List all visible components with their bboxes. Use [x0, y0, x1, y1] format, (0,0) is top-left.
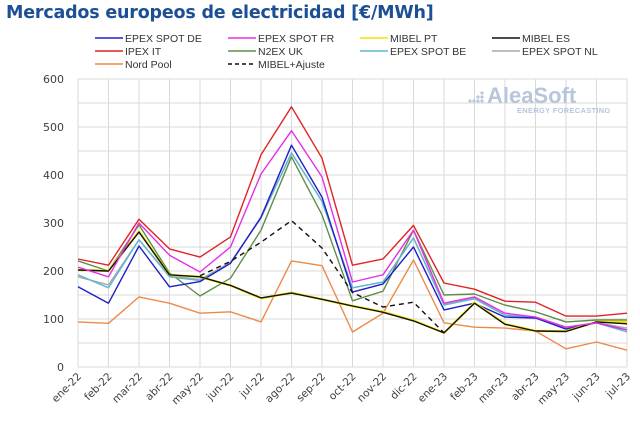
legend-label: EPEX SPOT NL — [522, 46, 598, 58]
logo-dots-icon — [468, 91, 484, 103]
x-tick-label: sep-22 — [294, 371, 328, 405]
legend-item-mibel-ajuste: MIBEL+Ajuste — [228, 59, 325, 71]
x-tick-label: mar-22 — [110, 371, 145, 406]
legend-item-ipex-it: IPEX IT — [95, 46, 162, 58]
grid — [77, 78, 628, 368]
legend-label: N2EX UK — [258, 46, 303, 58]
legend-label: MIBEL ES — [522, 33, 570, 45]
x-tick-label: may-23 — [535, 371, 572, 408]
logo-tagline: ENERGY FORECASTING — [517, 106, 611, 115]
x-tick-label: ene-23 — [416, 371, 450, 405]
series-line-mibel-ajuste — [199, 219, 445, 334]
legend-item-mibel-es: MIBEL ES — [492, 33, 570, 45]
x-tick-label: feb-23 — [448, 371, 481, 404]
legend-item-n2ex-uk: N2EX UK — [228, 46, 303, 58]
y-tick-label: 200 — [43, 265, 64, 278]
series-lines — [77, 106, 628, 351]
x-tick-label: feb-22 — [82, 371, 115, 404]
legend-label: Nord Pool — [125, 59, 172, 71]
series-line-epex-spot-fr — [77, 130, 628, 331]
legend: EPEX SPOT DE EPEX SPOT FR MIBEL PT MIBEL ES… — [95, 33, 598, 71]
x-tick-label: nov-22 — [355, 371, 389, 405]
y-tick-label: 600 — [43, 73, 64, 86]
x-tick-label: may-22 — [169, 371, 206, 408]
x-tick-label: dic-22 — [388, 371, 419, 402]
x-tick-label: ene-22 — [50, 371, 84, 405]
legend-label: EPEX SPOT DE — [125, 33, 202, 45]
legend-item-nord-pool: Nord Pool — [95, 59, 172, 71]
y-tick-label: 0 — [57, 361, 64, 374]
series-line-mibel-es — [77, 231, 628, 334]
chart-title: Mercados europeos de electricidad [€/MWh… — [6, 3, 434, 23]
logo-name: AleaSoft — [487, 83, 577, 108]
legend-label: IPEX IT — [125, 46, 162, 58]
y-tick-label: 500 — [43, 121, 64, 134]
x-tick-label: mar-23 — [476, 371, 511, 406]
x-tick-label: jun-22 — [204, 371, 237, 404]
legend-item-mibel-pt: MIBEL PT — [360, 33, 438, 45]
aleasoft-logo: AleaSoft ENERGY FORECASTING — [468, 83, 610, 115]
legend-item-epex-spot-nl: EPEX SPOT NL — [492, 46, 598, 58]
legend-item-epex-spot-be: EPEX SPOT BE — [360, 46, 466, 58]
legend-label: MIBEL+Ajuste — [258, 59, 325, 71]
y-tick-label: 300 — [43, 217, 64, 230]
x-tick-label: oct-22 — [326, 371, 358, 403]
y-tick-label: 400 — [43, 169, 64, 182]
y-tick-label: 100 — [43, 313, 64, 326]
legend-label: EPEX SPOT FR — [258, 33, 335, 45]
x-tick-label: jun-23 — [570, 371, 603, 404]
y-axis: 0 100 200 300 400 500 600 — [43, 73, 64, 374]
legend-item-epex-spot-fr: EPEX SPOT FR — [228, 33, 335, 45]
x-tick-label: jul-23 — [603, 371, 633, 401]
x-tick-label: ago-22 — [263, 371, 298, 406]
legend-label: EPEX SPOT BE — [390, 46, 466, 58]
legend-item-epex-spot-de: EPEX SPOT DE — [95, 33, 202, 45]
series-line-ipex-it — [77, 106, 628, 317]
legend-label: MIBEL PT — [390, 33, 438, 45]
